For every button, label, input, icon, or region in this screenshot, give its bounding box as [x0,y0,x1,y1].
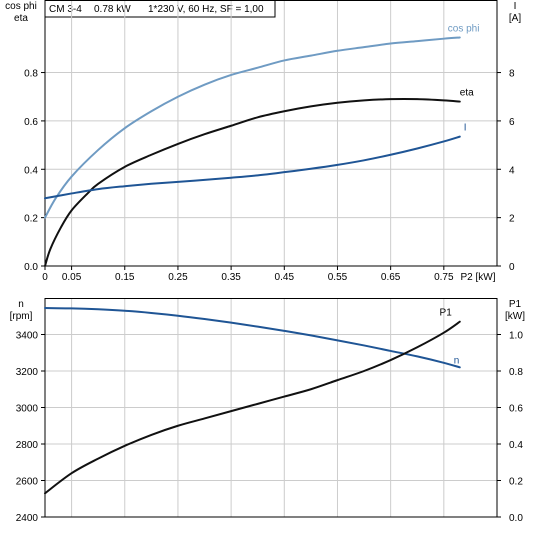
lower-left-axis-title: [rpm] [10,311,33,322]
x-tick-label: 0.65 [381,272,401,283]
series-line-i [44,135,461,200]
series-label-cos-phi: cos phi [448,23,480,34]
lower-right-tick-label: 0.8 [509,367,523,378]
upper-right-axis-title: [A] [509,13,521,24]
upper-left-tick-label: 0.4 [24,165,38,176]
upper-right-axis-title: I [514,1,517,12]
lower-left-axis-title: n [18,299,24,310]
lower-right-tick-label: 0.2 [509,477,523,488]
upper-right-tick-label: 2 [509,214,515,225]
x-tick-label: 0.45 [275,272,295,283]
series-label-n: n [454,355,460,366]
x-tick-label: 0.55 [328,272,348,283]
lower-panel: 2400 2600 2800 3000 3200 3400 0.0 0.2 0.4 0.6 0.8 1… [10,298,525,524]
lower-left-tick-label: 2600 [16,477,39,488]
upper-left-axis-title: cos phi [5,1,37,12]
x-tick-label: 0.35 [221,272,241,283]
lower-left-tick-label: 3200 [16,367,39,378]
lower-left-tick-label: 3000 [16,404,39,415]
upper-right-tick-label: 6 [509,117,515,128]
x-axis-title: P2 [kW] [460,272,495,283]
upper-left-tick-label: 0.0 [24,262,38,273]
series-label-p1: P1 [440,308,453,319]
series-line-p1 [44,320,461,495]
lower-left-tick-label: 2800 [16,440,39,451]
x-tick-label: 0.25 [168,272,188,283]
series-line-eta [44,97,461,267]
series-label-i: I [464,123,467,134]
upper-left-axis-title: eta [14,13,28,24]
x-tick-label: 0.75 [434,272,454,283]
series-label-eta: eta [460,88,474,99]
upper-left-tick-label: 0.2 [24,214,38,225]
x-tick-label: 0.15 [115,272,135,283]
lower-left-tick-label: 3400 [16,331,39,342]
series-line-n [44,307,461,369]
header-supply: 1*230 V, 60 Hz, SF = 1,00 [148,4,264,15]
header-model: CM 3-4 [49,4,82,15]
lower-right-axis-title: [kW] [505,311,525,322]
lower-right-tick-label: 1.0 [509,331,523,342]
upper-left-tick-label: 0.8 [24,69,38,80]
lower-right-tick-label: 0.4 [509,440,523,451]
header-power: 0.78 kW [94,4,131,15]
upper-right-tick-label: 0 [509,262,515,273]
upper-left-tick-label: 0.6 [24,117,38,128]
upper-right-tick-label: 8 [509,69,515,80]
lower-right-tick-label: 0.6 [509,404,523,415]
lower-right-axis-title: P1 [509,299,522,310]
lower-right-tick-label: 0.0 [509,513,523,524]
x-tick-label: 0.05 [62,272,82,283]
series-line-cos-phi [44,36,461,219]
x-tick-label: 0 [42,272,48,283]
upper-right-tick-label: 4 [509,165,515,176]
lower-left-tick-label: 2400 [16,513,39,524]
